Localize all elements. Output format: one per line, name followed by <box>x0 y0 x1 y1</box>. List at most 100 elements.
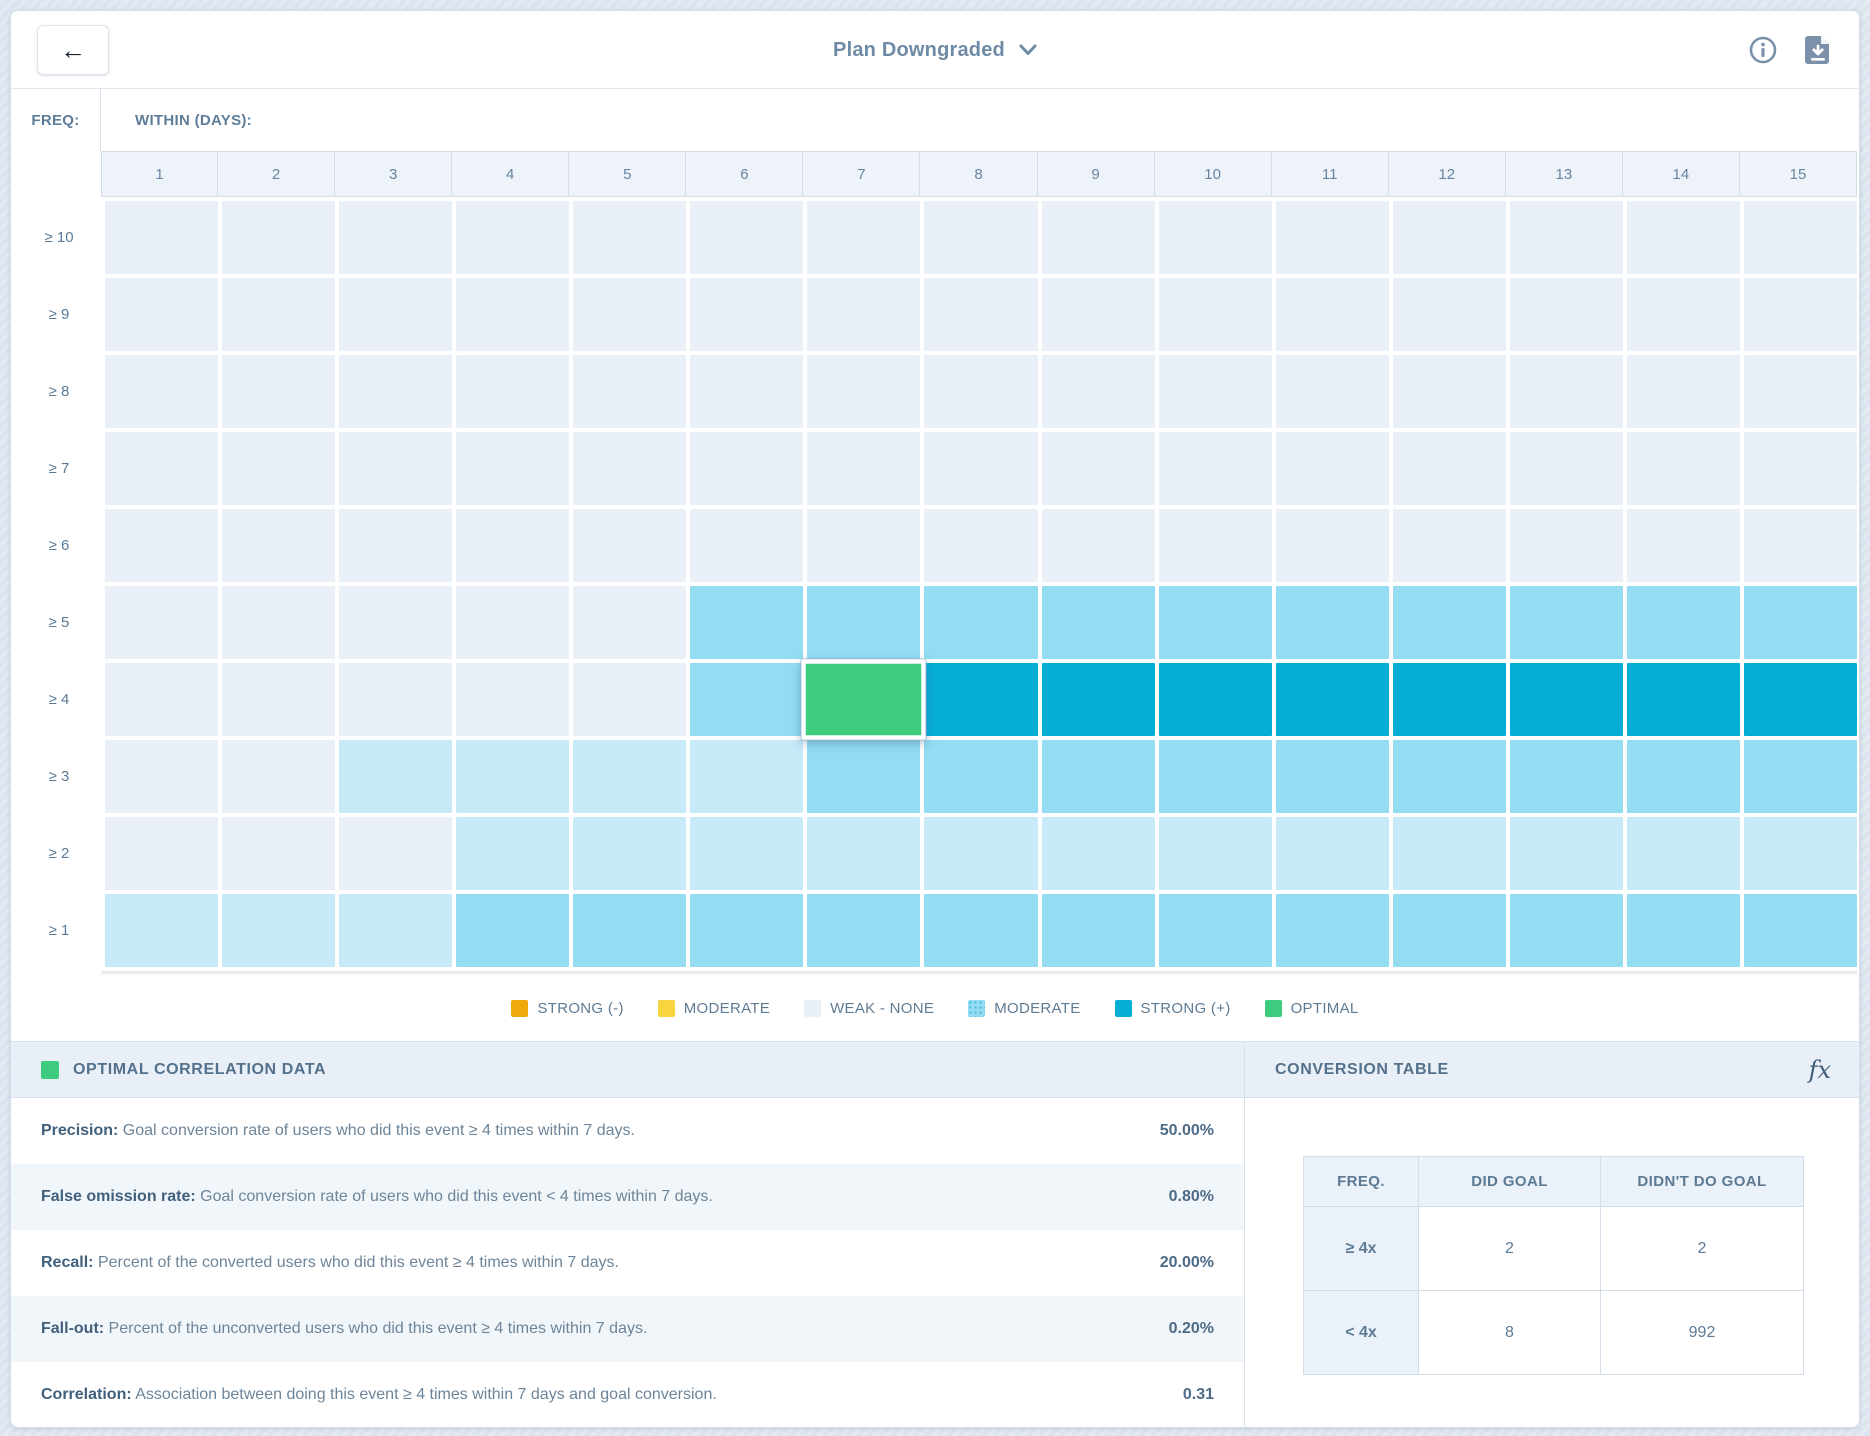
heatmap-cell[interactable] <box>339 894 453 967</box>
heatmap-cell[interactable] <box>1275 817 1389 890</box>
heatmap-cell[interactable] <box>807 355 921 428</box>
heatmap-cell[interactable] <box>1158 509 1272 582</box>
heatmap-cell[interactable] <box>1041 894 1155 967</box>
heatmap-cell[interactable] <box>105 894 219 967</box>
heatmap-cell[interactable] <box>1509 355 1623 428</box>
heatmap-cell[interactable] <box>222 894 336 967</box>
back-button[interactable]: ← <box>37 25 109 75</box>
heatmap-cell[interactable] <box>1041 740 1155 813</box>
heatmap-cell[interactable] <box>456 355 570 428</box>
heatmap-cell[interactable] <box>1392 663 1506 736</box>
heatmap-cell[interactable] <box>573 740 687 813</box>
heatmap-cell[interactable] <box>573 586 687 659</box>
heatmap-cell[interactable] <box>807 894 921 967</box>
heatmap-cell[interactable] <box>222 201 336 274</box>
heatmap-cell[interactable] <box>1743 817 1857 890</box>
heatmap-cell[interactable] <box>807 586 921 659</box>
heatmap-cell[interactable] <box>105 663 219 736</box>
info-icon[interactable] <box>1749 36 1777 64</box>
heatmap-cell[interactable] <box>1041 201 1155 274</box>
heatmap-cell[interactable] <box>1392 894 1506 967</box>
heatmap-cell[interactable] <box>105 432 219 505</box>
heatmap-cell[interactable] <box>105 817 219 890</box>
heatmap-cell[interactable] <box>1158 663 1272 736</box>
heatmap-cell[interactable] <box>690 355 804 428</box>
heatmap-cell[interactable] <box>1275 586 1389 659</box>
heatmap-cell[interactable] <box>1626 278 1740 351</box>
heatmap-cell[interactable] <box>1275 894 1389 967</box>
heatmap-cell[interactable] <box>573 509 687 582</box>
heatmap-cell[interactable] <box>1041 817 1155 890</box>
heatmap-cell[interactable] <box>1626 201 1740 274</box>
heatmap-cell[interactable] <box>222 817 336 890</box>
heatmap-cell[interactable] <box>1041 432 1155 505</box>
heatmap-cell[interactable] <box>1158 201 1272 274</box>
heatmap-cell[interactable] <box>1041 278 1155 351</box>
heatmap-cell[interactable] <box>222 586 336 659</box>
optimal-cell[interactable] <box>801 659 927 740</box>
heatmap-cell[interactable] <box>1626 432 1740 505</box>
heatmap-cell[interactable] <box>1509 817 1623 890</box>
heatmap-cell[interactable] <box>1626 817 1740 890</box>
heatmap-cell[interactable] <box>807 817 921 890</box>
heatmap-cell[interactable] <box>1743 740 1857 813</box>
heatmap-cell[interactable] <box>456 817 570 890</box>
heatmap-cell[interactable] <box>456 509 570 582</box>
heatmap-cell[interactable] <box>339 355 453 428</box>
heatmap-cell[interactable] <box>1392 509 1506 582</box>
heatmap-cell[interactable] <box>1626 355 1740 428</box>
heatmap-cell[interactable] <box>924 586 1038 659</box>
heatmap-cell[interactable] <box>1626 663 1740 736</box>
heatmap-cell[interactable] <box>456 432 570 505</box>
heatmap-cell[interactable] <box>1275 278 1389 351</box>
heatmap-cell[interactable] <box>1392 817 1506 890</box>
heatmap-cell[interactable] <box>1392 355 1506 428</box>
heatmap-cell[interactable] <box>339 432 453 505</box>
heatmap-cell[interactable] <box>456 663 570 736</box>
heatmap-cell[interactable] <box>1743 509 1857 582</box>
heatmap-cell[interactable] <box>573 278 687 351</box>
heatmap-cell[interactable] <box>222 355 336 428</box>
heatmap-cell[interactable] <box>222 432 336 505</box>
heatmap-cell[interactable] <box>690 432 804 505</box>
heatmap-cell[interactable] <box>222 509 336 582</box>
heatmap-cell[interactable] <box>1509 663 1623 736</box>
heatmap-cell[interactable] <box>690 663 804 736</box>
heatmap-cell[interactable] <box>105 740 219 813</box>
heatmap-cell[interactable] <box>1509 740 1623 813</box>
heatmap-cell[interactable] <box>105 355 219 428</box>
heatmap-cell[interactable] <box>105 201 219 274</box>
heatmap-cell[interactable] <box>924 740 1038 813</box>
heatmap-cell[interactable] <box>1509 432 1623 505</box>
heatmap-cell[interactable] <box>1041 509 1155 582</box>
heatmap-cell[interactable] <box>1275 432 1389 505</box>
heatmap-cell[interactable] <box>1743 201 1857 274</box>
heatmap-cell[interactable] <box>573 817 687 890</box>
heatmap-cell[interactable] <box>690 586 804 659</box>
heatmap-cell[interactable] <box>456 201 570 274</box>
heatmap-cell[interactable] <box>1509 201 1623 274</box>
heatmap-cell[interactable] <box>1392 586 1506 659</box>
heatmap-cell[interactable] <box>1626 740 1740 813</box>
heatmap-cell[interactable] <box>1041 355 1155 428</box>
heatmap-cell[interactable] <box>924 278 1038 351</box>
heatmap-cell[interactable] <box>924 894 1038 967</box>
heatmap-cell[interactable] <box>573 355 687 428</box>
title-dropdown[interactable]: Plan Downgraded <box>11 11 1859 89</box>
heatmap-cell[interactable] <box>1743 278 1857 351</box>
heatmap-cell[interactable] <box>1509 509 1623 582</box>
heatmap-cell[interactable] <box>807 201 921 274</box>
heatmap-cell[interactable] <box>1626 586 1740 659</box>
heatmap-cell[interactable] <box>222 278 336 351</box>
heatmap-cell[interactable] <box>339 740 453 813</box>
heatmap-cell[interactable] <box>690 201 804 274</box>
heatmap-cell[interactable] <box>1158 355 1272 428</box>
heatmap-cell[interactable] <box>1158 586 1272 659</box>
heatmap-cell[interactable] <box>222 663 336 736</box>
heatmap-cell[interactable] <box>1392 432 1506 505</box>
heatmap-cell[interactable] <box>339 278 453 351</box>
heatmap-cell[interactable] <box>924 509 1038 582</box>
heatmap-cell[interactable] <box>1392 740 1506 813</box>
heatmap-cell[interactable] <box>456 278 570 351</box>
heatmap-cell[interactable] <box>1275 509 1389 582</box>
